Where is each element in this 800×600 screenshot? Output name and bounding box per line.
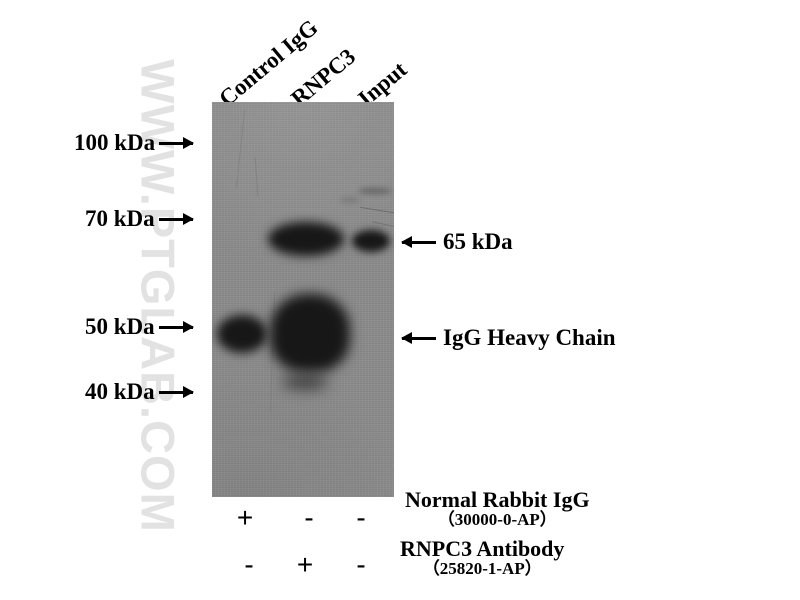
band-igg-heavy-chain-lane2 xyxy=(270,294,350,372)
arrow-right-icon xyxy=(158,217,193,221)
arrow-right-icon xyxy=(158,325,193,329)
mw-marker-40kda: 40 kDa xyxy=(85,379,193,405)
antibody-row1-lane1-value: + xyxy=(236,502,254,533)
antibody-row1-lane3-value: - xyxy=(356,502,366,533)
annotation-igg-heavy-chain: IgG Heavy Chain xyxy=(402,325,616,351)
arrow-left-icon xyxy=(402,336,436,340)
arrow-right-icon xyxy=(158,390,193,394)
antibody-row2-lane2-value: + xyxy=(296,549,314,580)
antibody-row2-lane3-value: - xyxy=(356,549,366,580)
annotation-65kda-label: 65 kDa xyxy=(443,229,513,254)
antibody-row1-lane2-value: - xyxy=(304,502,314,533)
mw-marker-70kda: 70 kDa xyxy=(85,206,193,232)
annotation-65kda: 65 kDa xyxy=(402,229,513,255)
mw-marker-50kda: 50 kDa xyxy=(85,314,193,340)
antibody-row2-catalog: （25820-1-AP） xyxy=(422,559,542,579)
antibody-row1: Normal Rabbit IgG （30000-0-AP） xyxy=(405,488,590,529)
arrow-left-icon xyxy=(402,240,436,244)
band-65kda-lane2 xyxy=(268,222,344,256)
band-smear-lane2 xyxy=(282,374,328,390)
mw-marker-100kda: 100 kDa xyxy=(74,130,194,156)
band-igg-heavy-chain-lane1 xyxy=(217,315,267,353)
mw-marker-50kda-label: 50 kDa xyxy=(85,314,155,339)
antibody-row2-name: RNPC3 Antibody xyxy=(400,536,565,561)
mw-marker-100kda-label: 100 kDa xyxy=(74,130,156,155)
antibody-row1-catalog: （30000-0-AP） xyxy=(437,510,557,530)
antibody-row2: RNPC3 Antibody （25820-1-AP） xyxy=(400,537,564,578)
arrow-right-icon xyxy=(159,141,194,145)
blot-membrane xyxy=(212,102,394,497)
mw-marker-40kda-label: 40 kDa xyxy=(85,379,155,404)
annotation-igg-heavy-chain-label: IgG Heavy Chain xyxy=(443,325,616,350)
antibody-row2-lane1-value: - xyxy=(244,549,254,580)
band-faint-lane3b xyxy=(340,198,360,202)
band-faint-lane3 xyxy=(358,188,392,194)
mw-marker-70kda-label: 70 kDa xyxy=(85,206,155,231)
antibody-row1-name: Normal Rabbit IgG xyxy=(405,487,590,512)
band-65kda-lane3 xyxy=(352,230,390,252)
